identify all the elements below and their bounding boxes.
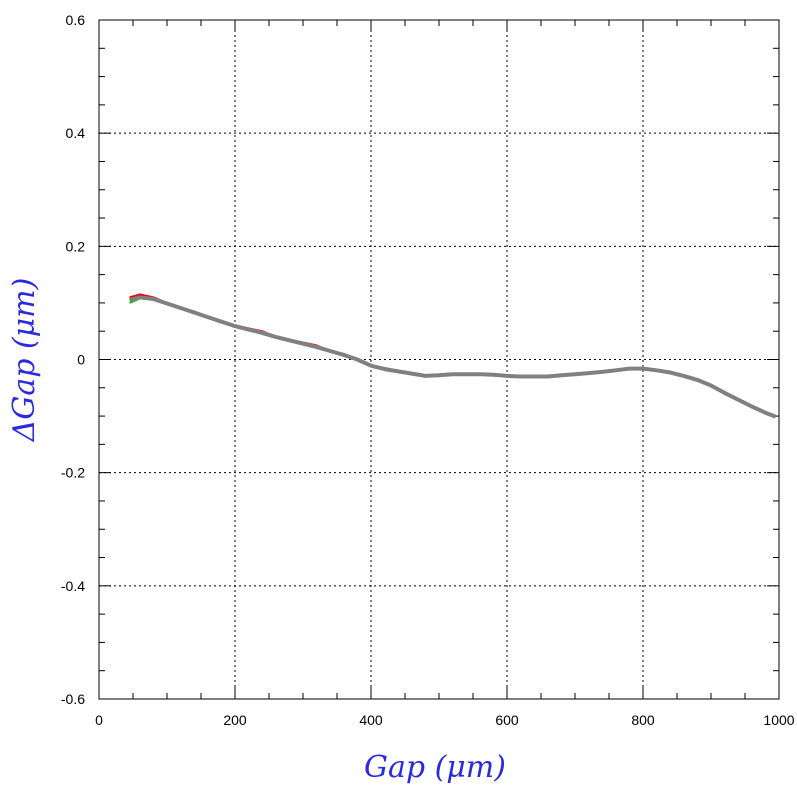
x-tick-label: 1000: [763, 712, 794, 728]
plot-frame: [98, 19, 780, 700]
y-tick-label: -0.2: [61, 465, 85, 481]
x-tick-label: 0: [95, 712, 103, 728]
series-line-3: [129, 295, 776, 418]
y-tick-label: 0: [77, 352, 85, 368]
y-tick-label: 0.6: [66, 12, 86, 28]
series-line-4: [129, 295, 777, 419]
y-tick-label: -0.6: [61, 691, 85, 707]
y-tick-label: -0.4: [61, 578, 85, 594]
y-tick-label: 0.4: [66, 125, 86, 141]
series-lines: [129, 293, 777, 419]
x-tick-label: 200: [223, 712, 247, 728]
x-axis-title: Gap (μm): [364, 750, 506, 785]
x-tick-label: 400: [359, 712, 383, 728]
x-tick-labels: 0 200 400 600 800 1000: [95, 712, 795, 728]
y-tick-label: 0.2: [66, 238, 86, 254]
y-tick-labels: -0.6 -0.4 -0.2 0 0.2 0.4 0.6: [61, 12, 85, 707]
grid-lines: [99, 20, 779, 699]
y-axis-title: ΔGap (μm): [7, 278, 42, 443]
x-tick-label: 800: [631, 712, 655, 728]
series-line-2: [129, 297, 776, 419]
x-tick-label: 600: [495, 712, 519, 728]
series-line-1: [129, 293, 776, 418]
